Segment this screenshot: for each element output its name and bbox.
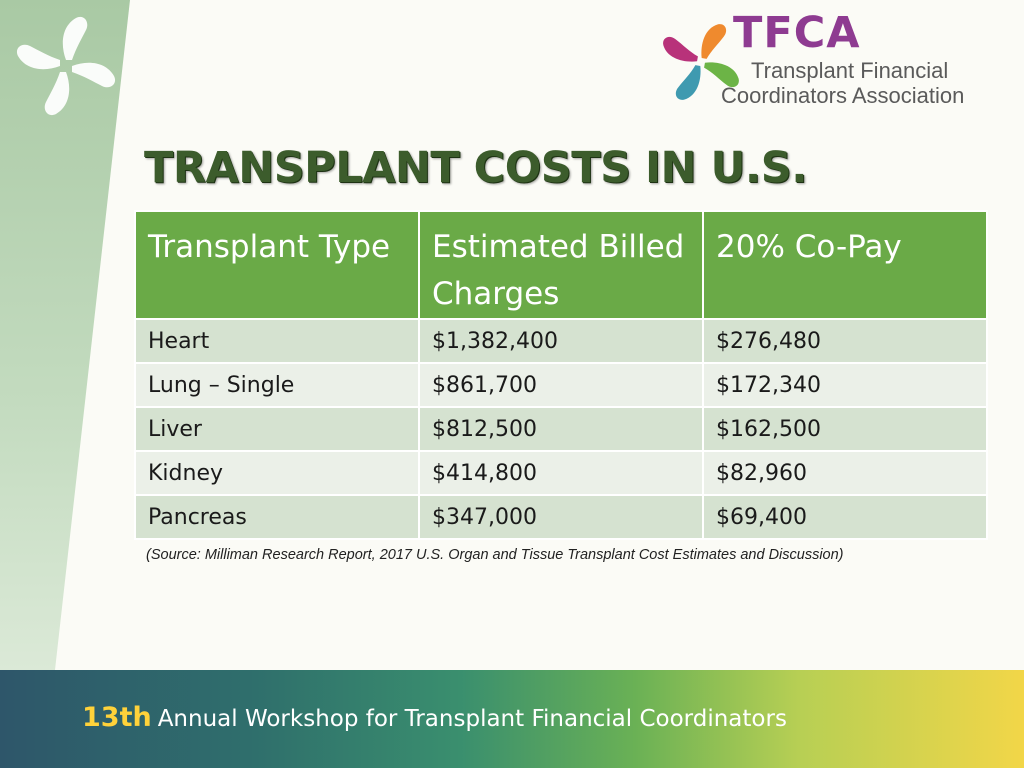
tfca-full-name: Transplant Financial Coordinators Associ… <box>721 58 964 108</box>
cell-billed-charges: $812,500 <box>418 406 704 452</box>
header-estimated-billed-charges: Estimated Billed Charges <box>418 210 704 320</box>
tfca-logo: TFCA Transplant Financial Coordinators A… <box>655 8 1000 108</box>
cell-transplant-type: Lung – Single <box>134 362 420 408</box>
table-row: Liver $812,500 $162,500 <box>134 406 988 452</box>
tfca-name-line-2: Coordinators Association <box>721 83 965 108</box>
table-header-row: Transplant Type Estimated Billed Charges… <box>134 210 988 320</box>
tfca-acronym: TFCA <box>733 8 861 58</box>
header-copay: 20% Co-Pay <box>702 210 988 320</box>
footer-ordinal: 13th <box>82 702 152 733</box>
slide-title: TRANSPLANT COSTS IN U.S. <box>144 143 808 193</box>
cell-billed-charges: $1,382,400 <box>418 318 704 364</box>
cell-transplant-type: Heart <box>134 318 420 364</box>
source-citation: (Source: Milliman Research Report, 2017 … <box>146 547 844 563</box>
cell-billed-charges: $414,800 <box>418 450 704 496</box>
cell-copay: $82,960 <box>702 450 988 496</box>
tfca-hands-icon <box>655 16 747 108</box>
table-row: Kidney $414,800 $82,960 <box>134 450 988 496</box>
cell-copay: $162,500 <box>702 406 988 452</box>
cell-transplant-type: Pancreas <box>134 494 420 540</box>
footer-banner: 13th Annual Workshop for Transplant Finan… <box>0 670 1024 768</box>
cell-copay: $69,400 <box>702 494 988 540</box>
table-row: Heart $1,382,400 $276,480 <box>134 318 988 364</box>
footer-text: Annual Workshop for Transplant Financial… <box>157 706 787 732</box>
cell-copay: $276,480 <box>702 318 988 364</box>
hands-pinwheel-icon <box>12 12 120 120</box>
side-decorative-band <box>0 0 135 670</box>
cell-copay: $172,340 <box>702 362 988 408</box>
footer-workshop-title: 13th Annual Workshop for Transplant Finan… <box>82 702 787 733</box>
tfca-name-line-1: Transplant Financial <box>751 58 949 83</box>
table-row: Pancreas $347,000 $69,400 <box>134 494 988 540</box>
transplant-costs-table: Transplant Type Estimated Billed Charges… <box>134 210 988 540</box>
table-row: Lung – Single $861,700 $172,340 <box>134 362 988 408</box>
cell-billed-charges: $861,700 <box>418 362 704 408</box>
header-transplant-type: Transplant Type <box>134 210 420 320</box>
cell-transplant-type: Liver <box>134 406 420 452</box>
cell-transplant-type: Kidney <box>134 450 420 496</box>
cell-billed-charges: $347,000 <box>418 494 704 540</box>
